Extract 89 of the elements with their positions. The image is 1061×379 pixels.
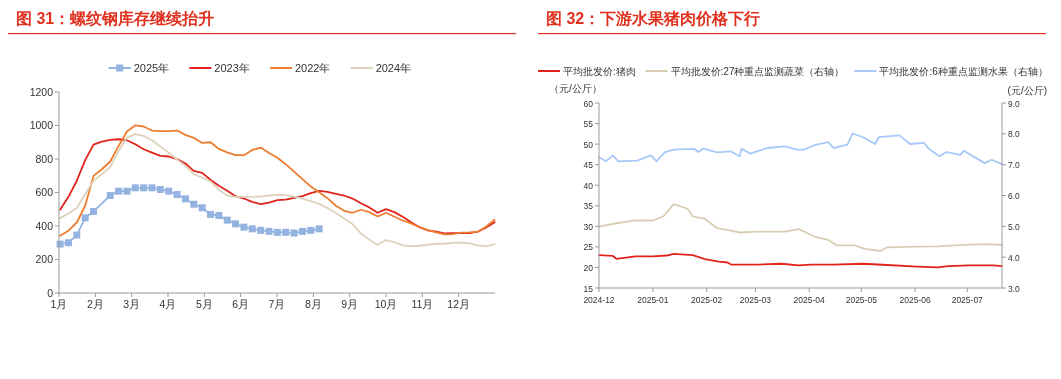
x-tick-label: 2025-03 [739,295,772,305]
point [156,185,164,193]
x-tick-label: 9月 [341,298,359,310]
point [131,184,139,192]
point [73,231,81,239]
x-tick-label: 2025-02 [691,295,723,305]
point [282,228,290,236]
point [223,216,231,224]
point [181,195,189,203]
x-tick-label: 4月 [159,298,177,310]
point [64,239,72,247]
legend-label: 2023年 [214,61,250,74]
point [207,210,215,218]
point [307,226,315,234]
point [148,184,156,192]
point [81,214,89,222]
legend-label: 2024年 [375,61,412,74]
x-tick-label: 1月 [50,298,68,310]
x-tick-label: 2025-07 [951,295,984,305]
y-tick-label: 800 [35,152,54,165]
y2-tick-label: 8.0 [1008,129,1021,140]
chart-title: 图 32：下游水果猪肉价格下行 [546,10,761,27]
x-tick-label: 2月 [86,298,104,310]
y-tick-label: 60 [583,98,594,109]
x-tick-label: 5月 [195,298,213,310]
y-tick-label: 35 [583,201,594,212]
x-tick-label: 2025-04 [793,295,826,305]
x-tick-label: 2025-06 [899,295,932,305]
point [315,225,323,233]
y2-tick-label: 9.0 [1008,98,1021,109]
y2-tick-label: 4.0 [1008,252,1021,263]
y-tick-label: 45 [583,160,594,171]
x-tick-label: 12月 [447,298,471,310]
y-tick-label: 50 [583,139,594,150]
point [248,225,256,233]
x-tick-label: 8月 [304,298,322,310]
y-tick-label: 600 [35,186,54,198]
y-tick-label: 20 [583,262,594,273]
y-tick-label: 15 [583,283,594,294]
line-series [59,133,496,248]
point [257,226,265,234]
point [232,220,240,228]
y2-tick-label: 5.0 [1008,221,1021,232]
x-tick-label: 7月 [268,298,286,310]
point [173,191,181,199]
y2-tick-label: 7.0 [1008,160,1021,171]
legend-label: 平均批发价:27种重点监测蔬菜（右轴） [670,65,845,77]
point [298,227,306,235]
y-axis-title: （元/公斤） [549,83,602,94]
point [90,207,98,215]
point [265,227,273,235]
point [115,187,123,195]
line-series [598,252,1003,269]
y-tick-label: 55 [583,119,594,130]
y-tick-label: 25 [583,242,594,253]
line-series [598,203,1003,252]
legend-label: 2022年 [295,61,331,74]
x-tick-label: 6月 [232,298,250,310]
x-tick-label: 10月 [374,298,398,310]
y-tick-label: 200 [35,253,54,265]
point [273,228,281,236]
point [198,204,206,212]
x-tick-label: 3月 [123,298,141,310]
legend-label: 平均批发价:猪肉 [563,65,636,77]
line-series [598,132,1003,165]
point [123,187,131,195]
point [240,223,248,231]
point [190,200,198,208]
point [140,184,148,192]
x-tick-label: 11月 [411,298,434,310]
y-tick-label: 30 [583,221,594,232]
x-tick-label: 2024-12 [583,295,615,305]
y2-tick-label: 3.0 [1008,283,1021,294]
y2-axis-title: (元/公斤) [1007,85,1047,96]
legend-label: 2025年 [133,61,170,74]
x-tick-label: 2025-01 [637,295,669,305]
y-tick-label: 400 [35,219,54,232]
y-tick-label: 1000 [29,119,54,131]
y-tick-label: 1200 [29,85,54,98]
point [106,192,114,200]
y-tick-label: 0 [47,286,54,299]
legend-label: 平均批发价:6种重点监测水果（右轴） [879,65,1048,77]
chart-title: 图 31：螺纹钢库存继续抬升 [16,10,215,27]
y-tick-label: 40 [583,180,594,191]
point [215,211,223,219]
point [165,187,173,195]
point [290,229,298,237]
x-tick-label: 2025-05 [845,295,878,305]
y2-tick-label: 6.0 [1008,191,1021,201]
